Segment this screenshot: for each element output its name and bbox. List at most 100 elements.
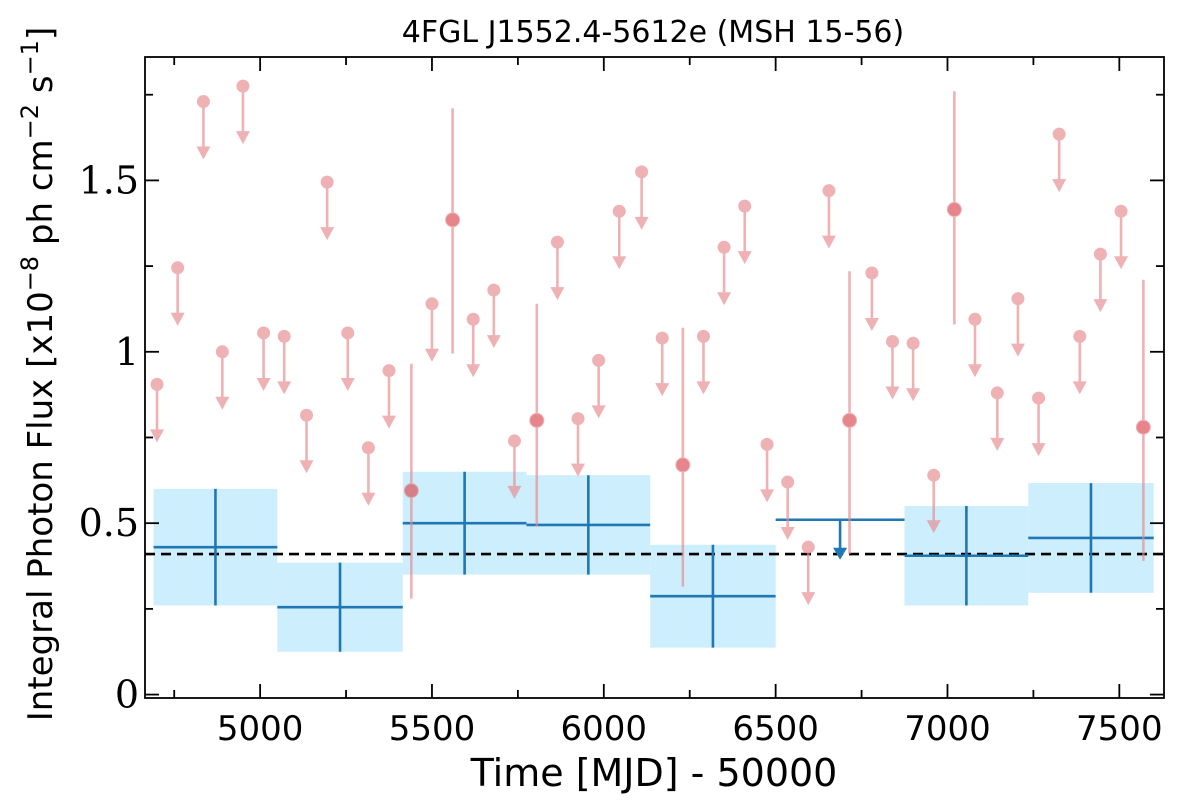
monthly-ul-22 bbox=[696, 329, 711, 395]
monthly-ul-point bbox=[196, 95, 210, 109]
monthly-ul-16 bbox=[550, 235, 565, 301]
monthly-ul-point bbox=[507, 434, 521, 448]
monthly-ul-point bbox=[717, 240, 731, 254]
monthly-ul-arrow bbox=[320, 227, 335, 241]
monthly-ul-point bbox=[612, 204, 626, 218]
monthly-ul-point bbox=[382, 364, 396, 378]
monthly-ul-point bbox=[885, 335, 899, 349]
monthly-ul-arrow bbox=[277, 381, 292, 395]
monthly-ul-38 bbox=[1072, 329, 1087, 395]
monthly-ul-24 bbox=[737, 199, 752, 265]
monthly-ul-point bbox=[277, 329, 291, 343]
y-axis-label-mid2: s bbox=[21, 75, 61, 104]
monthly-ul-28 bbox=[821, 184, 836, 249]
monthly-ul-19 bbox=[612, 204, 627, 270]
monthly-ul-33 bbox=[967, 312, 982, 378]
monthly-ul-point bbox=[781, 475, 795, 489]
monthly-ul-arrow bbox=[507, 485, 522, 499]
monthly-ul-point bbox=[968, 312, 982, 326]
monthly-ul-40 bbox=[1114, 204, 1129, 270]
monthly-ul-arrow bbox=[382, 415, 397, 429]
monthly-ul-point bbox=[215, 345, 229, 359]
monthly-ul-arrow bbox=[737, 251, 752, 265]
monthly-ul-arrow bbox=[170, 312, 185, 326]
monthly-ul-25 bbox=[760, 437, 775, 503]
monthly-ul-6 bbox=[277, 329, 292, 395]
monthly-ul-point bbox=[1073, 329, 1087, 343]
monthly-ul-arrow bbox=[340, 377, 355, 391]
monthly-ul-arrow bbox=[1010, 343, 1025, 357]
monthly-ul-39 bbox=[1093, 247, 1108, 313]
monthly-ul-point bbox=[236, 79, 250, 93]
monthly-ul-point bbox=[801, 540, 815, 554]
monthly-ul-30 bbox=[885, 335, 900, 400]
monthly-ul-point bbox=[1052, 127, 1066, 141]
x-tick-label-6500: 6500 bbox=[732, 709, 819, 749]
monthly-ul-arrow bbox=[801, 592, 816, 606]
monthly-ul-arrow bbox=[821, 235, 836, 249]
monthly-detection-0 bbox=[403, 363, 419, 599]
monthly-ul-arrow bbox=[550, 287, 565, 301]
monthly-ul-point bbox=[171, 261, 185, 275]
monthly-ul-20 bbox=[634, 165, 649, 230]
monthly-ul-arrow bbox=[967, 364, 982, 378]
monthly-ul-35 bbox=[1010, 292, 1025, 357]
y-axis-label-exp3: −1 bbox=[16, 40, 44, 75]
monthly-ul-3 bbox=[215, 345, 230, 410]
monthly-detection-4 bbox=[842, 271, 858, 555]
y-axis-label-end: ] bbox=[21, 27, 61, 40]
monthly-ul-point bbox=[1114, 204, 1128, 218]
monthly-ul-arrow bbox=[906, 388, 921, 402]
monthly-ul-arrow bbox=[696, 381, 711, 395]
monthly-ul-14 bbox=[486, 283, 501, 349]
x-tick-label-5500: 5500 bbox=[389, 709, 476, 749]
monthly-ul-point bbox=[300, 408, 314, 422]
monthly-ul-arrow bbox=[571, 463, 586, 477]
monthly-point bbox=[529, 412, 545, 428]
monthly-ul-point bbox=[571, 412, 585, 426]
x-axis-label: Time [MJD] - 50000 bbox=[470, 751, 838, 795]
monthly-ul-arrow bbox=[1093, 299, 1108, 313]
monthly-point bbox=[946, 202, 962, 218]
monthly-ul-12 bbox=[424, 297, 439, 362]
monthly-point bbox=[403, 483, 419, 499]
monthly-ul-arrow bbox=[591, 405, 606, 419]
x-tick-label-7000: 7000 bbox=[904, 709, 991, 749]
monthly-ul-13 bbox=[466, 312, 481, 378]
monthly-detection-5 bbox=[946, 91, 962, 325]
monthly-ul-point bbox=[865, 266, 879, 280]
y-axis-label-exp2: −2 bbox=[16, 104, 44, 139]
yearly-ul-arrow-0 bbox=[833, 547, 848, 560]
y-axis-label-mid: ph cm bbox=[21, 139, 61, 256]
monthly-ul-arrow bbox=[655, 383, 670, 397]
monthly-ul-21 bbox=[655, 331, 670, 397]
monthly-ul-arrow bbox=[150, 429, 165, 443]
y-tick-labels: 0 0.5 1 1.5 bbox=[79, 158, 139, 716]
monthly-ul-point bbox=[487, 283, 501, 297]
monthly-ul-point bbox=[425, 297, 439, 311]
monthly-point bbox=[445, 212, 461, 228]
monthly-ul-arrow bbox=[1114, 256, 1129, 270]
monthly-ul-point bbox=[257, 326, 271, 340]
monthly-ul-arrow bbox=[299, 460, 314, 474]
monthly-ul-18 bbox=[591, 353, 606, 419]
y-axis-label-exp1: −8 bbox=[16, 256, 44, 291]
monthly-ul-point bbox=[906, 336, 920, 350]
monthly-ul-29 bbox=[864, 266, 879, 331]
monthly-ul-point bbox=[592, 353, 606, 367]
monthly-ul-point bbox=[1011, 292, 1025, 306]
y-tick-label-2: 1 bbox=[115, 330, 139, 374]
monthly-ul-arrow bbox=[780, 527, 795, 541]
monthly-ul-37 bbox=[1052, 127, 1067, 193]
monthly-ul-10 bbox=[361, 441, 376, 506]
monthly-point bbox=[842, 412, 858, 428]
monthly-ul-point bbox=[655, 331, 669, 345]
monthly-ul-34 bbox=[990, 386, 1005, 451]
monthly-ul-arrow bbox=[196, 146, 211, 160]
monthly-ul-point bbox=[760, 437, 774, 451]
monthly-ul-arrow bbox=[424, 348, 439, 362]
monthly-ul-point bbox=[822, 184, 836, 198]
y-axis-label: Integral Photon Flux [x10−8 ph cm−2 s−1] bbox=[16, 27, 61, 721]
monthly-ul-4 bbox=[235, 79, 250, 145]
